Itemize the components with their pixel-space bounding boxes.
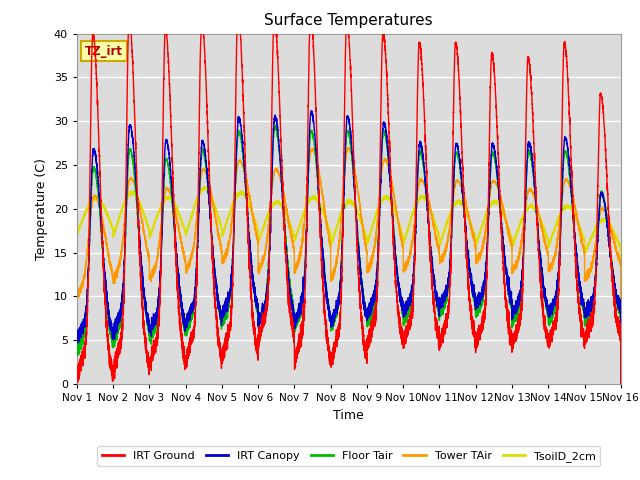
Legend: IRT Ground, IRT Canopy, Floor Tair, Tower TAir, TsoilD_2cm: IRT Ground, IRT Canopy, Floor Tair, Towe… xyxy=(97,446,600,466)
Text: TZ_irt: TZ_irt xyxy=(85,45,123,58)
Y-axis label: Temperature (C): Temperature (C) xyxy=(35,158,48,260)
X-axis label: Time: Time xyxy=(333,408,364,421)
Title: Surface Temperatures: Surface Temperatures xyxy=(264,13,433,28)
